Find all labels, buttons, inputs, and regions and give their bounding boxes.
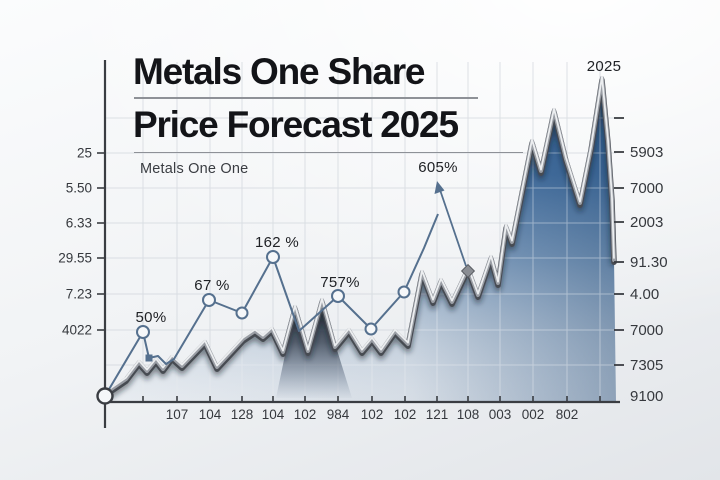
x-axis-label: 108: [457, 407, 480, 422]
ridge-highlight: [106, 75, 615, 392]
data-label: 50%: [136, 309, 167, 326]
y-axis-label-right: 5903: [630, 144, 663, 161]
callout-arrow-line: [437, 183, 467, 267]
x-axis-label: 102: [294, 407, 317, 422]
y-axis-label-left: 25: [77, 146, 92, 161]
x-axis-label: 128: [231, 407, 254, 422]
data-point-marker: [397, 285, 411, 299]
x-axis-label: 802: [556, 407, 579, 422]
data-point-square: [145, 354, 153, 362]
y-axis-label-left: 5.50: [66, 181, 92, 196]
data-point-marker: [235, 306, 249, 320]
x-axis-label: 002: [522, 407, 545, 422]
data-point-marker: [266, 250, 280, 264]
data-label: 67 %: [194, 277, 229, 294]
data-point-marker: [136, 325, 150, 339]
callout-diamond-marker: [460, 263, 476, 279]
y-axis-label-left: 29.55: [58, 251, 92, 266]
data-point-marker: [364, 322, 378, 336]
y-axis-label-right: 7000: [630, 322, 663, 339]
data-label: 757%: [320, 274, 360, 291]
y-axis-label-left: 4022: [62, 323, 92, 338]
data-point-marker: [202, 293, 216, 307]
y-axis-label-right: 4.00: [630, 286, 659, 303]
x-axis-label: 102: [361, 407, 384, 422]
data-point-marker: [331, 289, 345, 303]
chart-title-line2: Price Forecast 2025: [133, 103, 459, 145]
x-axis-label: 107: [166, 407, 189, 422]
title-underline-1: [134, 97, 478, 99]
y-axis-label-right: 91.30: [630, 254, 668, 271]
x-axis-label: 121: [426, 407, 449, 422]
data-label: 2025: [587, 58, 622, 75]
chart-subtitle: Metals One One: [140, 161, 249, 177]
y-axis-label-left: 7.23: [66, 287, 92, 302]
x-axis-label: 102: [394, 407, 417, 422]
y-axis-label-right: 2003: [630, 214, 663, 231]
origin-marker: [96, 387, 114, 405]
y-axis-label-right: 7305: [630, 357, 663, 374]
callout-arrow-head: [434, 181, 445, 194]
data-label: 605%: [418, 159, 458, 176]
price-area-shade: [107, 78, 616, 402]
title-underline-2: [134, 151, 523, 153]
y-axis-label-left: 6.33: [66, 216, 92, 231]
x-axis-label: 984: [327, 407, 350, 422]
chart-title-line1: Metals One Share: [133, 51, 426, 92]
x-axis-label: 104: [262, 407, 285, 422]
x-axis-label: 003: [489, 407, 512, 422]
x-axis-label: 104: [199, 407, 222, 422]
data-label: 162 %: [255, 234, 299, 251]
y-axis-label-right: 9100: [630, 388, 663, 405]
chart-title-block: Metals One Share Price Forecast 2025: [133, 50, 553, 153]
y-axis-label-right: 7000: [630, 180, 663, 197]
